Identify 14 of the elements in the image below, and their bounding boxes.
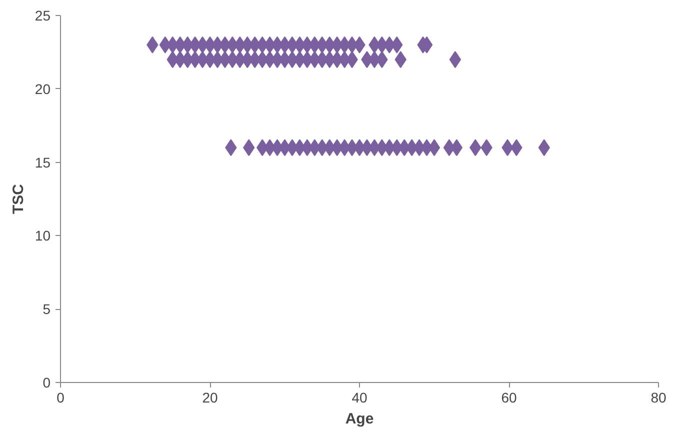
x-axis-title: Age bbox=[345, 410, 374, 428]
y-tick-label: 0 bbox=[42, 374, 51, 390]
y-axis-title: TSC bbox=[10, 184, 27, 214]
x-tick-label: 60 bbox=[501, 390, 517, 406]
y-tick-label: 5 bbox=[42, 301, 51, 318]
x-tick-label: 20 bbox=[202, 390, 218, 406]
point bbox=[449, 51, 462, 68]
y-tick-label: 20 bbox=[34, 80, 51, 97]
x-tick-label: 0 bbox=[56, 390, 65, 406]
x-tick-label: 80 bbox=[650, 390, 666, 406]
y-tick-label: 25 bbox=[34, 8, 51, 24]
y-tick-label: 15 bbox=[34, 154, 51, 170]
y-tick-label: 10 bbox=[34, 228, 51, 244]
x-tick-label: 40 bbox=[352, 390, 368, 406]
